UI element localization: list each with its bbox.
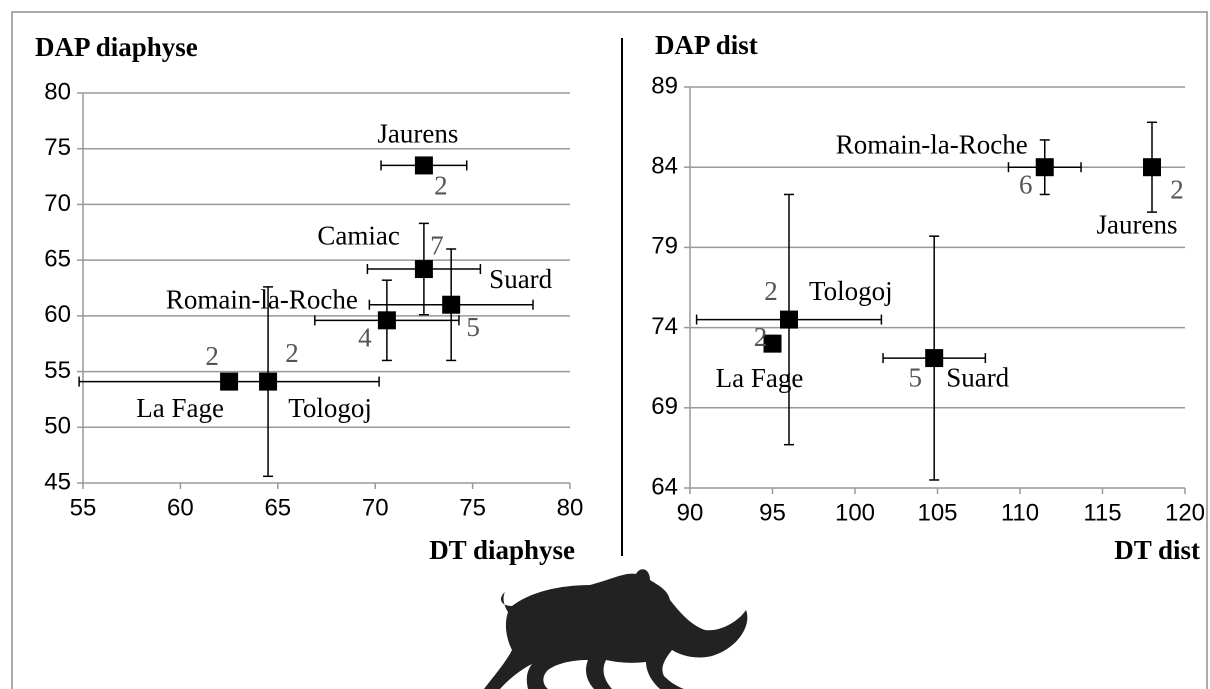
point <box>925 349 944 368</box>
point <box>377 311 396 330</box>
point-name: Tologoj <box>809 276 893 306</box>
y-tick-label: 75 <box>44 134 71 161</box>
x-tick-label: 75 <box>459 494 486 521</box>
point-name: La Fage <box>716 363 804 393</box>
point <box>1143 158 1161 177</box>
x-tick-label: 65 <box>264 494 291 521</box>
frame <box>11 11 1208 689</box>
x-tick-label: 70 <box>362 494 389 521</box>
y-tick-label: 74 <box>651 313 678 340</box>
y-tick-label: 64 <box>651 473 678 500</box>
point-name: La Fage <box>136 393 224 423</box>
x-tick-label: 110 <box>1001 499 1039 526</box>
x-tick-label: 120 <box>1165 499 1205 526</box>
y-tick-label: 60 <box>44 301 71 328</box>
point-name: Jaurens <box>1097 209 1178 239</box>
chart-title: DAP diaphyse <box>35 32 198 62</box>
sample-count: 5 <box>466 312 480 342</box>
rhino-silhouette <box>484 569 748 689</box>
point <box>220 372 239 391</box>
x-tick-label: 80 <box>557 494 584 521</box>
y-tick-label: 50 <box>44 413 71 440</box>
sample-count: 2 <box>434 171 448 201</box>
sample-count: 6 <box>1019 169 1033 199</box>
point <box>442 295 461 314</box>
point <box>414 260 433 279</box>
sample-count: 7 <box>430 230 444 260</box>
sample-count: 2 <box>754 322 768 352</box>
point <box>780 310 798 329</box>
point-name: Tologoj <box>288 393 372 423</box>
y-tick-label: 45 <box>44 468 71 495</box>
x-axis-label: DT diaphyse <box>429 535 575 565</box>
point-name: Romain-la-Roche <box>166 285 358 315</box>
y-tick-label: 70 <box>44 190 71 217</box>
y-tick-label: 55 <box>44 357 71 384</box>
y-tick-label: 65 <box>44 245 71 272</box>
x-tick-label: 105 <box>917 499 957 526</box>
point-name: Jaurens <box>377 119 458 149</box>
point-name: Camiac <box>317 220 399 250</box>
chart-title: DAP dist <box>655 30 758 60</box>
point <box>763 334 782 353</box>
point-name: Suard <box>946 362 1009 392</box>
x-tick-label: 60 <box>167 494 194 521</box>
point-name: Suard <box>489 264 552 294</box>
y-tick-label: 69 <box>651 393 678 420</box>
x-tick-label: 95 <box>759 499 786 526</box>
x-axis-label: DT dist <box>1114 535 1200 565</box>
point <box>414 156 433 175</box>
x-tick-label: 90 <box>677 499 704 526</box>
x-tick-label: 100 <box>835 499 875 526</box>
y-tick-label: 89 <box>651 72 678 99</box>
point <box>259 372 278 391</box>
sample-count: 2 <box>1170 174 1184 204</box>
x-tick-label: 115 <box>1083 499 1121 526</box>
sample-count: 2 <box>285 338 299 368</box>
x-tick-label: 55 <box>70 494 97 521</box>
sample-count: 2 <box>764 276 778 306</box>
point-name: Romain-la-Roche <box>836 129 1028 159</box>
y-tick-label: 79 <box>651 233 678 260</box>
sample-count: 5 <box>908 362 922 392</box>
sample-count: 4 <box>358 323 372 353</box>
sample-count: 2 <box>205 341 219 371</box>
point <box>1035 158 1054 177</box>
y-tick-label: 80 <box>44 78 71 105</box>
y-tick-label: 84 <box>651 153 678 180</box>
